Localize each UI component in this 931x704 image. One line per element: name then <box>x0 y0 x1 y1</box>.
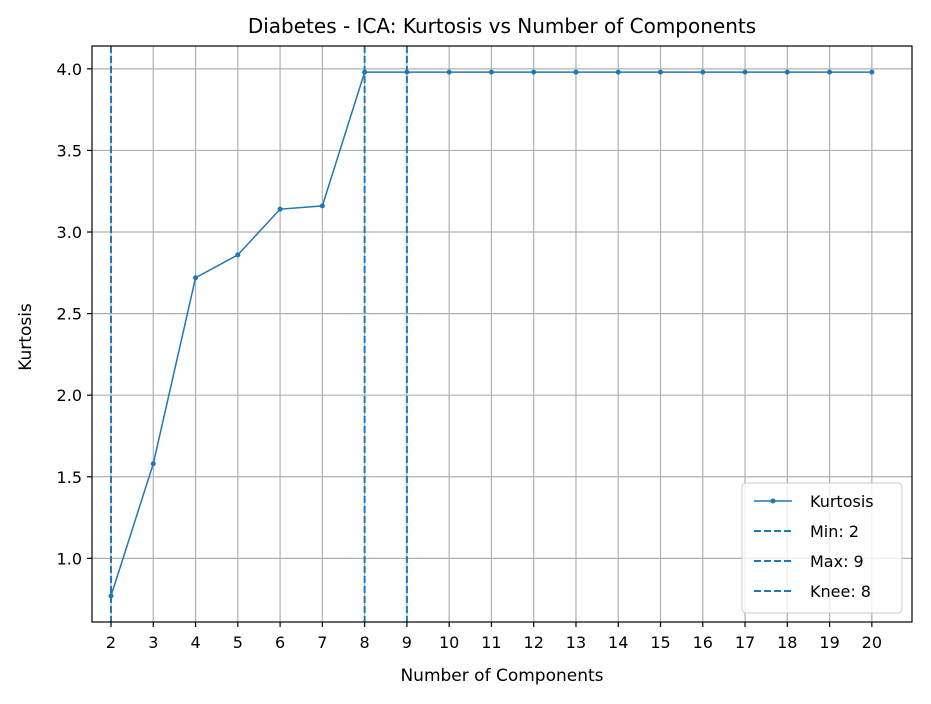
y-tick-label: 2.5 <box>57 305 82 324</box>
x-tick-label: 16 <box>693 633 713 652</box>
x-tick-label: 18 <box>777 633 797 652</box>
y-tick-label: 2.0 <box>57 386 82 405</box>
data-point <box>573 69 579 75</box>
data-point <box>869 69 875 75</box>
data-point <box>235 252 241 258</box>
y-axis-label: Kurtosis <box>16 303 36 371</box>
data-point <box>742 69 748 75</box>
y-tick-label: 1.0 <box>57 549 82 568</box>
legend-label: Max: 9 <box>810 552 864 571</box>
y-tick-label: 3.0 <box>57 223 82 242</box>
y-tick-label: 3.5 <box>57 141 82 160</box>
x-tick-label: 20 <box>862 633 882 652</box>
data-point <box>488 69 494 75</box>
legend-label: Knee: 8 <box>810 582 871 601</box>
x-tick-label: 9 <box>402 633 412 652</box>
data-point <box>362 69 368 75</box>
x-tick-label: 14 <box>608 633 628 652</box>
data-point <box>784 69 790 75</box>
y-axis-ticks: 1.0 1.5 2.0 2.5 3.0 3.5 4.0 <box>57 60 92 568</box>
y-tick-label: 4.0 <box>57 60 82 79</box>
data-point <box>658 69 664 75</box>
x-axis-ticks: 2 3 4 5 6 7 8 9 10 11 12 13 14 15 16 17 18 19 20 <box>106 622 882 652</box>
x-tick-label: 4 <box>190 633 200 652</box>
data-point <box>108 593 114 599</box>
legend-marker <box>770 498 776 504</box>
legend-box <box>741 482 903 614</box>
data-point <box>404 69 410 75</box>
data-point <box>615 69 621 75</box>
data-series <box>108 69 875 599</box>
x-tick-label: 6 <box>275 633 285 652</box>
plot-frame <box>91 45 913 623</box>
x-tick-label: 5 <box>233 633 243 652</box>
data-point <box>700 69 706 75</box>
x-tick-label: 8 <box>360 633 370 652</box>
x-tick-label: 11 <box>481 633 501 652</box>
x-tick-label: 19 <box>819 633 839 652</box>
x-tick-label: 10 <box>439 633 459 652</box>
data-point <box>193 275 199 281</box>
x-tick-label: 12 <box>524 633 544 652</box>
x-tick-label: 13 <box>566 633 586 652</box>
y-tick-label: 1.5 <box>57 468 82 487</box>
x-tick-label: 17 <box>735 633 755 652</box>
x-axis-label: Number of Components <box>400 666 603 686</box>
legend-label: Kurtosis <box>810 492 874 511</box>
x-tick-label: 15 <box>650 633 670 652</box>
x-tick-label: 2 <box>106 633 116 652</box>
data-point <box>827 69 833 75</box>
x-tick-label: 3 <box>148 633 158 652</box>
data-point <box>150 461 156 467</box>
chart-title: Diabetes - ICA: Kurtosis vs Number of Co… <box>248 14 756 38</box>
legend-label: Min: 2 <box>810 522 859 541</box>
data-point <box>446 69 452 75</box>
legend: Kurtosis Min: 2 Max: 9 Knee: 8 <box>741 482 903 614</box>
data-point <box>277 206 283 212</box>
data-point <box>319 203 325 209</box>
data-point <box>531 69 537 75</box>
x-tick-label: 7 <box>317 633 327 652</box>
reference-lines <box>110 46 408 622</box>
